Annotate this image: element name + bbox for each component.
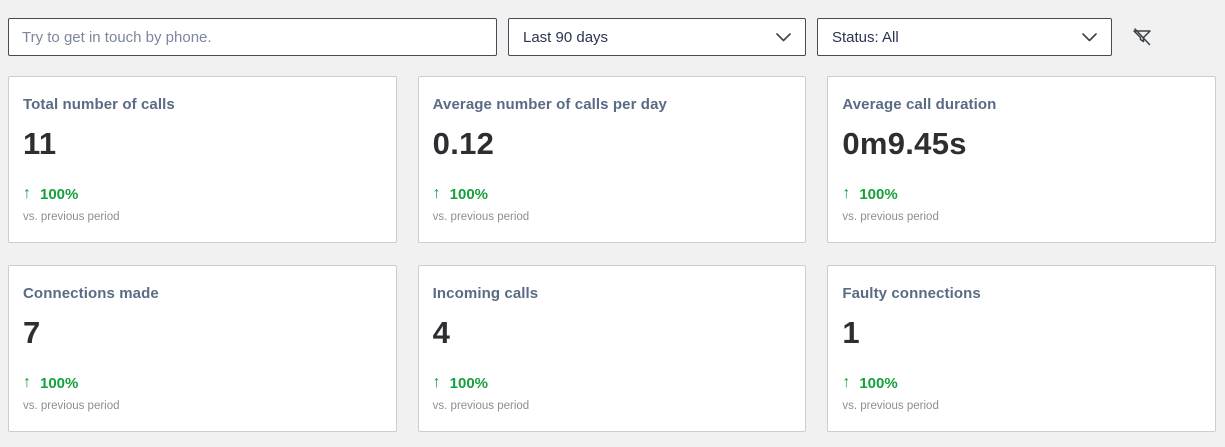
stat-card-faulty-connections: Faulty connections 1 ↑ 100% vs. previous… [827,265,1216,432]
card-title: Average call duration [842,96,997,113]
card-change-percent: 100% [449,374,489,392]
card-comparison-label: vs. previous period [432,400,530,412]
card-change: ↑ 100% [842,374,1199,392]
card-comparison-label: vs. previous period [23,211,120,223]
card-title: Connections made [23,285,159,302]
card-value: 0m9.45s [842,126,967,161]
card-change-percent: 100% [40,374,79,392]
card-title: Total number of calls [23,96,175,113]
card-value: 11 [23,126,57,161]
stat-cards-grid: Total number of calls 11 ↑ 100% vs. prev… [8,76,1216,432]
stat-card-avg-calls-per-day: Average number of calls per day 0.12 ↑ 1… [417,76,807,243]
card-change-percent: 100% [449,185,489,203]
card-comparison-label: vs. previous period [23,400,120,412]
clear-filters-button[interactable] [1128,23,1156,51]
stat-card-incoming-calls: Incoming calls 4 ↑ 100% vs. previous per… [417,265,807,432]
arrow-up-icon: ↑ [432,374,441,391]
card-change: ↑ 100% [23,374,380,392]
card-title: Incoming calls [432,285,539,302]
card-change-percent: 100% [40,185,79,203]
arrow-up-icon: ↑ [432,185,441,202]
search-input[interactable] [8,18,497,56]
card-change: ↑ 100% [433,185,790,203]
card-change-percent: 100% [859,374,898,392]
date-range-select[interactable]: Last 90 days [508,18,806,56]
card-comparison-label: vs. previous period [842,211,939,223]
arrow-up-icon: ↑ [23,374,31,391]
stat-card-connections-made: Connections made 7 ↑ 100% vs. previous p… [8,265,397,432]
card-change: ↑ 100% [433,374,790,392]
status-value: Status: All [832,28,899,46]
stat-card-avg-call-duration: Average call duration 0m9.45s ↑ 100% vs.… [827,76,1216,243]
stat-card-total-calls: Total number of calls 11 ↑ 100% vs. prev… [8,76,397,243]
filter-off-icon [1133,28,1151,46]
card-comparison-label: vs. previous period [842,400,939,412]
chevron-down-icon [1082,32,1097,41]
date-range-value: Last 90 days [523,28,609,46]
filter-bar: Last 90 days Status: All [0,0,1225,56]
arrow-up-icon: ↑ [842,374,851,391]
arrow-up-icon: ↑ [842,185,851,202]
card-change-percent: 100% [859,185,898,203]
card-comparison-label: vs. previous period [432,211,530,223]
chevron-down-icon [776,32,791,41]
card-change: ↑ 100% [842,185,1199,203]
card-change: ↑ 100% [23,185,380,203]
card-value: 0.12 [432,126,495,161]
card-value: 1 [842,315,860,350]
card-value: 4 [432,315,451,350]
card-title: Average number of calls per day [432,96,667,113]
arrow-up-icon: ↑ [23,185,31,202]
card-title: Faulty connections [842,285,981,302]
status-select[interactable]: Status: All [817,18,1112,56]
card-value: 7 [23,315,41,350]
